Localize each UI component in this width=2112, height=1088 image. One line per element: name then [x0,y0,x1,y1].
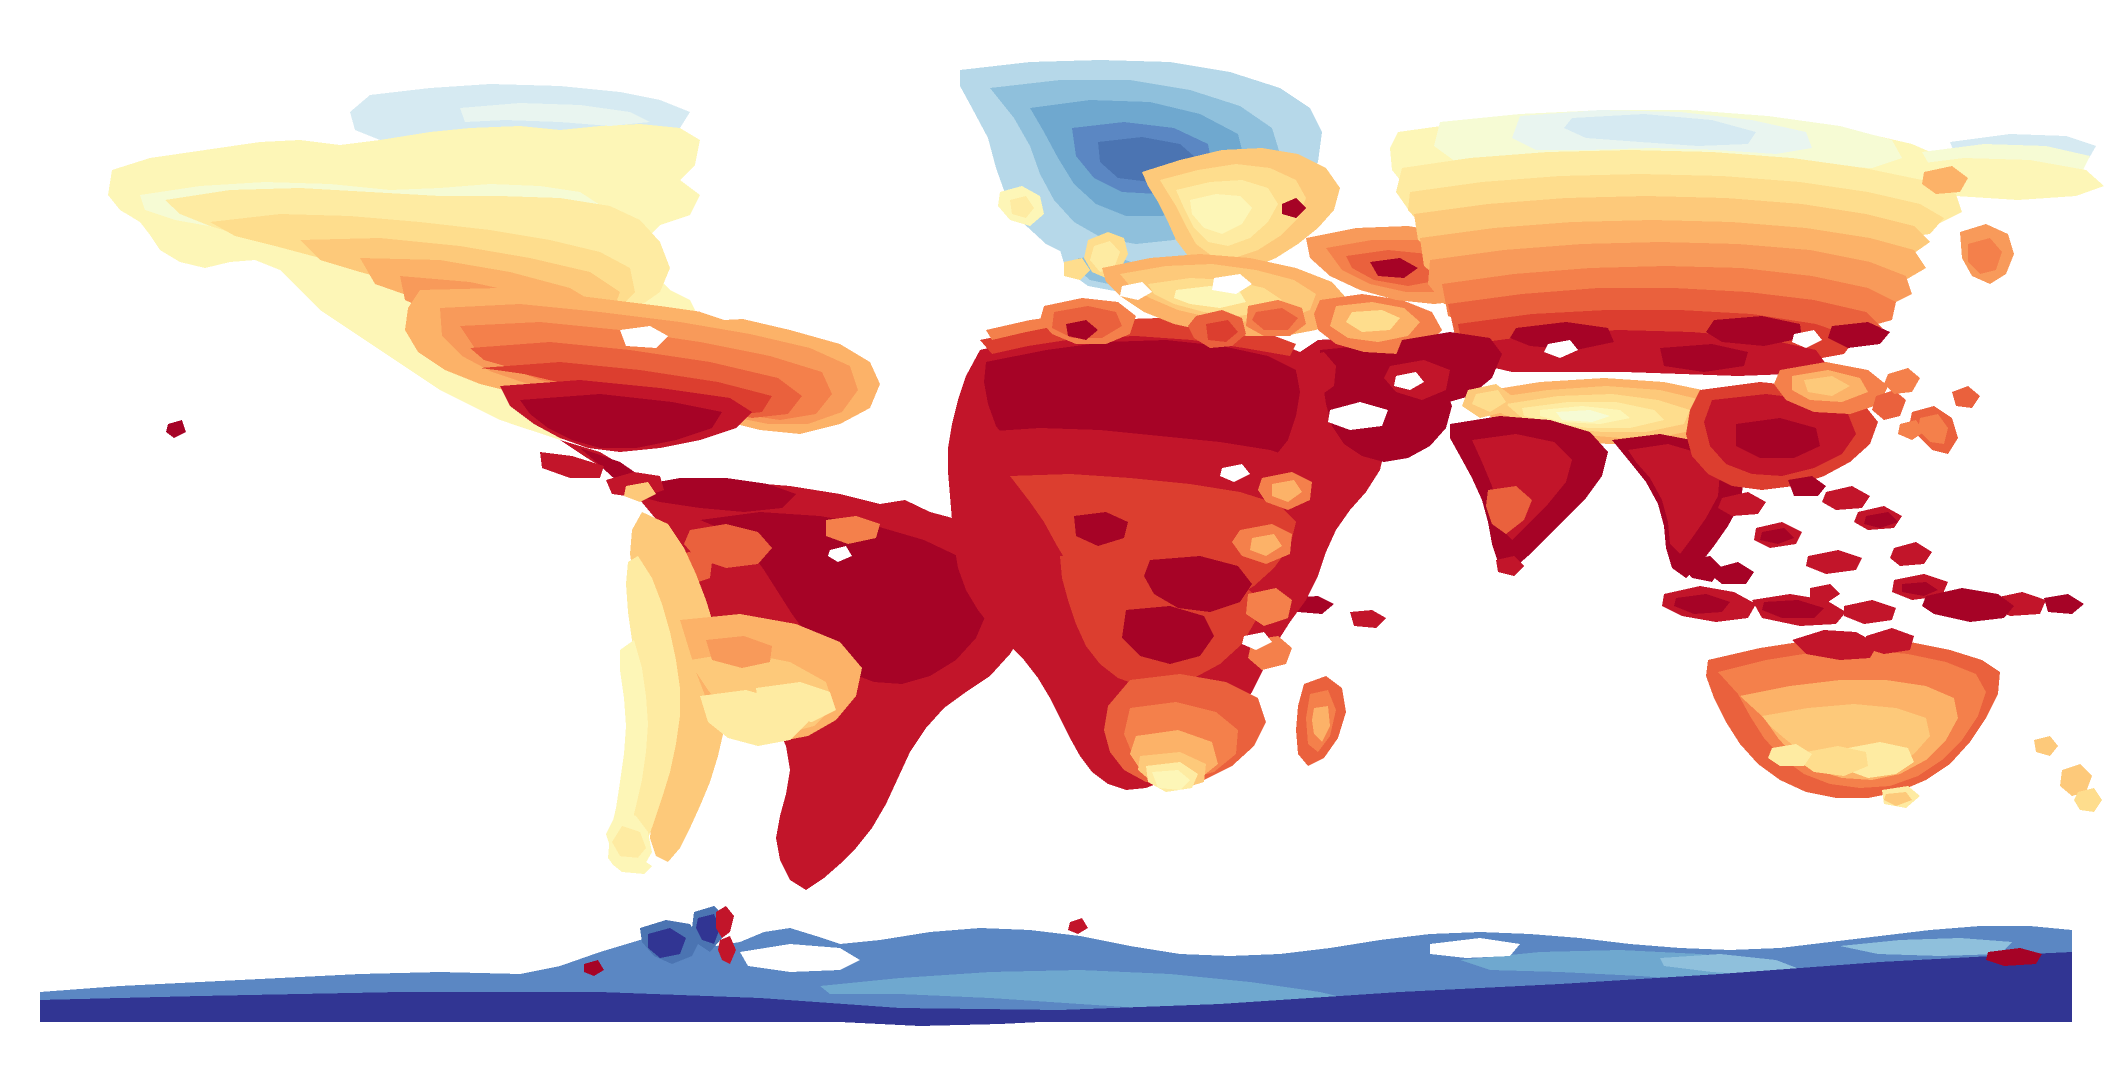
region-australia [1706,588,2102,812]
region-europe [1040,148,1506,354]
region-antarctica [40,906,2072,1026]
region-asia [1384,110,2104,582]
region-africa [948,314,1452,792]
region-south-america [540,452,1030,890]
contour-gap-overlays [620,274,1822,650]
